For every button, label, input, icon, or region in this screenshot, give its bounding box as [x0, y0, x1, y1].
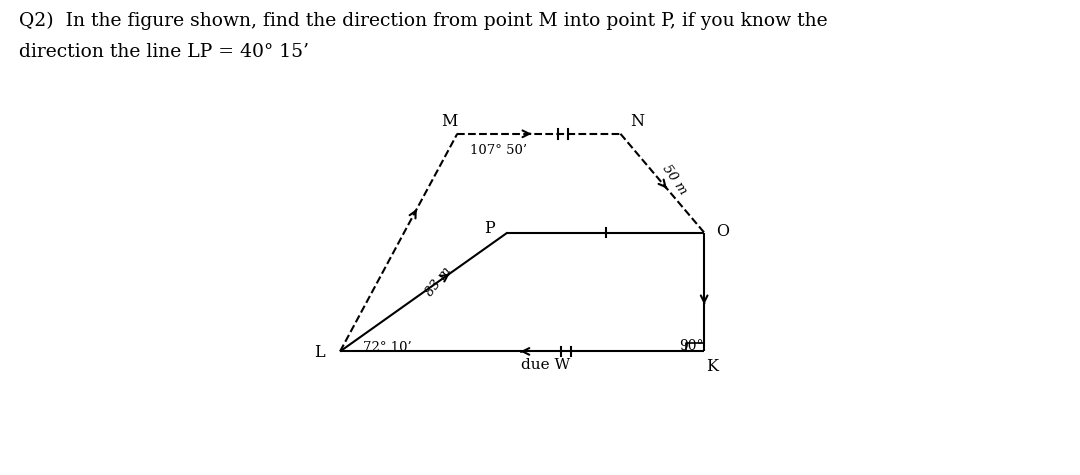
Text: 107° 50’: 107° 50’: [470, 144, 527, 157]
Text: P: P: [484, 220, 495, 238]
Text: O: O: [716, 223, 729, 240]
Text: 83 m: 83 m: [423, 265, 455, 299]
Text: M: M: [441, 113, 457, 130]
Text: L: L: [314, 343, 324, 361]
Text: direction the line LP = 40° 15’: direction the line LP = 40° 15’: [19, 43, 310, 61]
Text: K: K: [706, 358, 718, 375]
Text: 72° 10’: 72° 10’: [363, 341, 411, 354]
Text: due W: due W: [521, 358, 569, 372]
Text: N: N: [631, 113, 644, 130]
Text: 50 m: 50 m: [660, 162, 690, 197]
Text: 90°: 90°: [679, 339, 703, 353]
Text: Q2)  In the figure shown, find the direction from point M into point P, if you k: Q2) In the figure shown, find the direct…: [19, 12, 828, 30]
